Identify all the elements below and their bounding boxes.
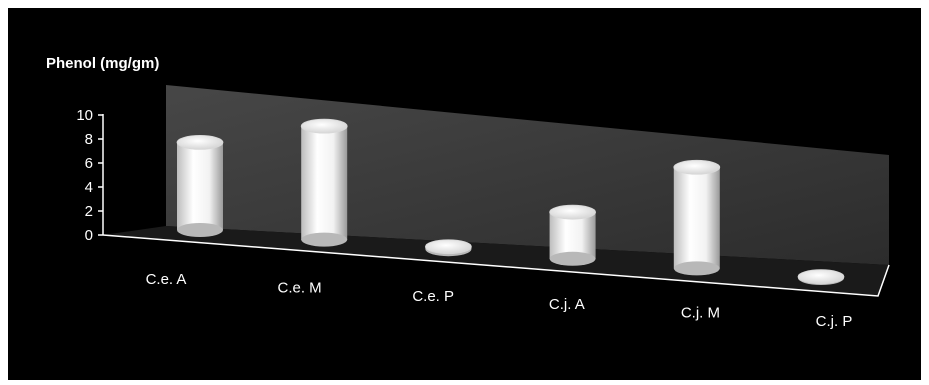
x-axis-labels: C.e. A C.e. M C.e. P C.j. A C.j. M C.j. P: [146, 271, 853, 330]
y-tick-label: 6: [85, 155, 93, 172]
y-axis-ticks: 0 2 4 6 8 10: [76, 107, 103, 244]
y-tick-label: 2: [85, 203, 93, 220]
bar-base: [673, 261, 720, 276]
bar-top: [549, 204, 596, 220]
bar-top: [300, 118, 348, 134]
x-tick-label: C.j. M: [681, 305, 720, 322]
x-tick-label: C.e. P: [412, 288, 454, 305]
y-tick-label: 4: [85, 179, 93, 196]
x-axis: [102, 234, 890, 297]
bar-base: [301, 232, 348, 247]
bar: [300, 118, 348, 247]
y-axis-title: Phenol (mg/gm): [46, 55, 159, 72]
bar-top: [797, 269, 845, 285]
bar-base: [549, 251, 596, 266]
bar: [424, 239, 472, 257]
bar: [797, 269, 845, 285]
x-tick-label: C.j. A: [549, 296, 585, 313]
bar: [673, 159, 721, 276]
bar-base: [177, 223, 223, 237]
x-tick-label: C.e. M: [278, 279, 322, 296]
bar: [549, 204, 596, 266]
y-tick-label: 10: [76, 107, 93, 124]
bar-body: [673, 167, 720, 269]
bar-top: [673, 159, 721, 175]
bar-top: [176, 134, 224, 150]
bar-top: [424, 239, 472, 255]
x-tick-label: C.e. A: [146, 271, 187, 288]
chart-frame: 0 2 4 6 8 10 C.e. A C.e. M C.e. P C.j. A C.j. M C.…: [8, 8, 921, 380]
bar-body: [177, 142, 223, 230]
x-tick-label: C.j. P: [816, 313, 853, 330]
y-tick-label: 8: [85, 131, 93, 148]
bar-body: [549, 212, 596, 259]
floor: [103, 226, 889, 296]
bar: [176, 134, 224, 237]
bars-group: [176, 118, 845, 285]
bar-body: [301, 126, 348, 240]
y-tick-label: 0: [85, 227, 93, 244]
